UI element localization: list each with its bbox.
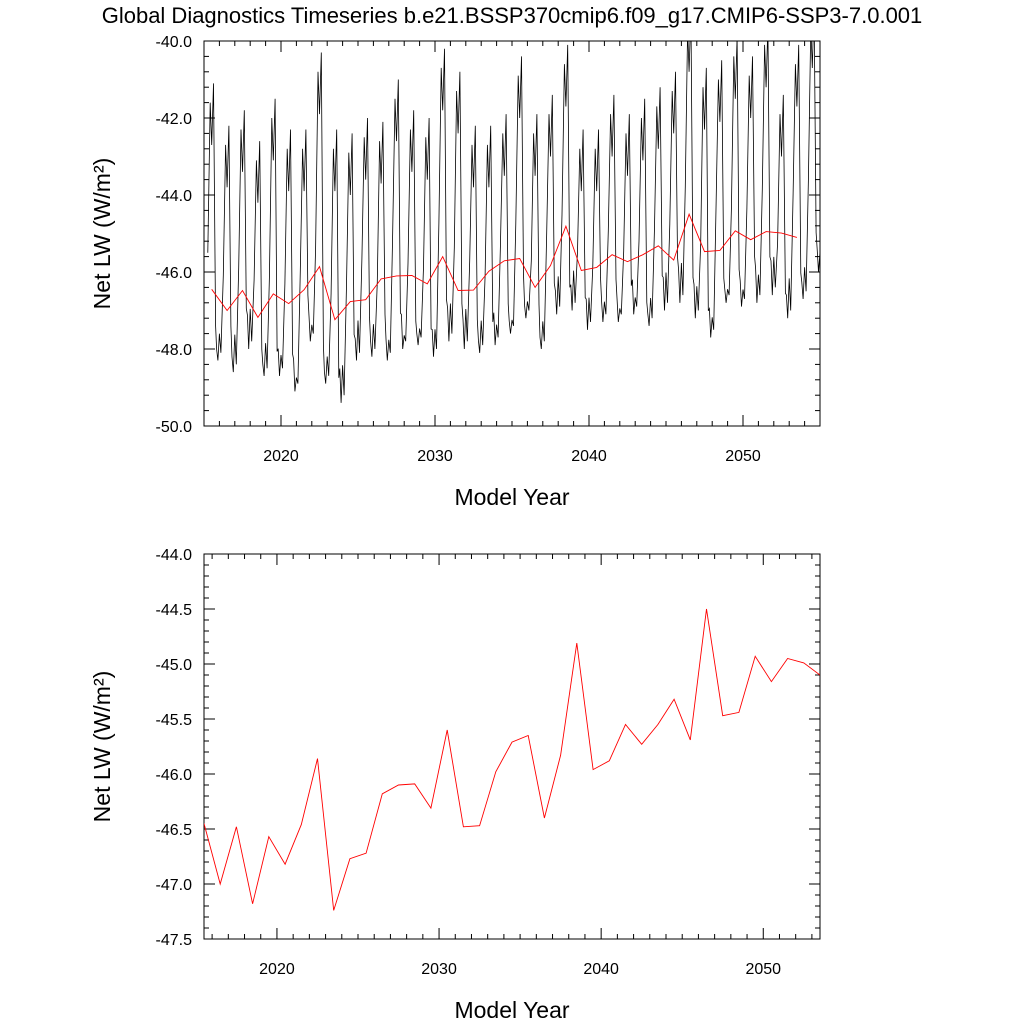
y-tick-label: -47.0 — [156, 877, 193, 894]
x-axis-label: Model Year — [454, 997, 569, 1023]
x-tick-label: 2040 — [583, 961, 619, 978]
annual-mean-line — [204, 608, 820, 911]
series-group — [204, 608, 820, 911]
x-tick-label: 2040 — [571, 448, 607, 465]
y-tick-label: -44.0 — [156, 188, 193, 205]
y-tick-label: -47.5 — [156, 932, 193, 949]
y-tick-label: -44.5 — [156, 602, 193, 619]
x-tick-label: 2050 — [725, 448, 761, 465]
monthly-series-line — [207, 41, 820, 403]
y-axis-label: Net LW (W/m²) — [89, 671, 115, 823]
plot-frame — [203, 40, 821, 427]
y-axis-label: Net LW (W/m²) — [89, 158, 115, 310]
x-axis-label: Model Year — [454, 484, 569, 510]
x-tick-label: 2030 — [417, 448, 453, 465]
y-tick-label: -42.0 — [156, 111, 193, 128]
y-tick-label: -44.0 — [156, 547, 193, 564]
y-tick-label: -50.0 — [156, 419, 193, 436]
x-tick-label: 2050 — [745, 961, 781, 978]
y-tick-label: -40.0 — [156, 34, 193, 51]
figure-title: Global Diagnostics Timeseries b.e21.BSSP… — [102, 3, 923, 28]
y-tick-label: -45.0 — [156, 657, 193, 674]
top-panel: 2020 2030 2040 2050 -50.0 -48.0 -46.0 -44.0 -42.… — [89, 34, 821, 510]
annual-mean-line — [211, 212, 798, 321]
x-tick-label: 2020 — [259, 961, 295, 978]
y-tick-label: -48.0 — [156, 342, 193, 359]
y-tick-label: -46.5 — [156, 822, 193, 839]
series-group — [207, 41, 820, 403]
y-tick-label: -46.0 — [156, 767, 193, 784]
bottom-panel: 2020 2030 2040 2050 -47.5 -47.0 -46.5 -46.0 -45.… — [89, 547, 821, 1023]
x-tick-label: 2030 — [421, 961, 457, 978]
plot-frame — [203, 553, 821, 940]
y-tick-label: -45.5 — [156, 712, 193, 729]
x-tick-label: 2020 — [263, 448, 299, 465]
y-tick-label: -46.0 — [156, 265, 193, 282]
